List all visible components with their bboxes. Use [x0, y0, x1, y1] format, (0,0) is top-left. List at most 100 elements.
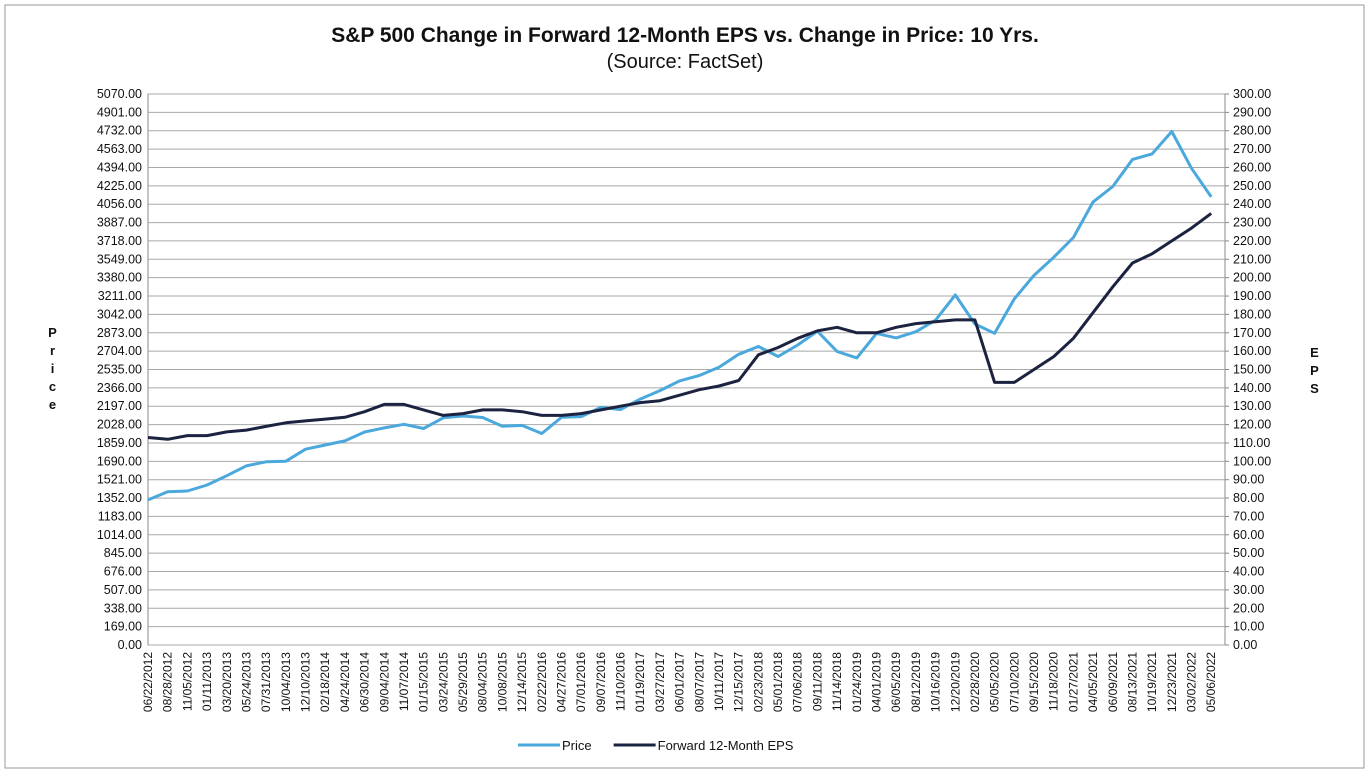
x-tick-label: 05/29/2015 — [456, 652, 470, 712]
y-axis-title: Price — [45, 325, 60, 415]
x-tick-label: 06/01/2017 — [673, 652, 687, 712]
y2-tick-label: 180.00 — [1233, 307, 1271, 321]
y2-tick-label: 290.00 — [1233, 105, 1271, 119]
x-tick-label: 04/05/2021 — [1086, 652, 1100, 712]
x-tick-label: 02/22/2016 — [535, 652, 549, 712]
x-tick-label: 01/15/2015 — [417, 652, 431, 712]
y2-tick-label: 250.00 — [1233, 179, 1271, 193]
x-tick-label: 07/10/2020 — [1007, 652, 1021, 712]
y2-tick-label: 200.00 — [1233, 271, 1271, 285]
x-tick-label: 06/22/2012 — [141, 652, 155, 712]
y2-tick-label: 40.00 — [1233, 565, 1264, 579]
x-tick-label: 07/31/2013 — [259, 652, 273, 712]
y-tick-label: 0.00 — [118, 638, 142, 652]
x-tick-label: 10/19/2021 — [1145, 652, 1159, 712]
y-tick-label: 4225.00 — [97, 179, 142, 193]
y2-tick-label: 60.00 — [1233, 528, 1264, 542]
x-tick-label: 02/18/2014 — [318, 652, 332, 712]
y-tick-label: 2704.00 — [97, 344, 142, 358]
x-tick-label: 08/28/2012 — [161, 652, 175, 712]
x-tick-label: 09/07/2016 — [594, 652, 608, 712]
y2-tick-label: 190.00 — [1233, 289, 1271, 303]
y-tick-label: 4394.00 — [97, 160, 142, 174]
x-tick-label: 01/11/2013 — [200, 652, 214, 711]
x-tick-label: 03/27/2017 — [653, 652, 667, 712]
x-tick-label: 04/01/2019 — [870, 652, 884, 712]
x-tick-label: 08/04/2015 — [476, 652, 490, 712]
y2-tick-label: 240.00 — [1233, 197, 1271, 211]
y2-tick-label: 230.00 — [1233, 216, 1271, 230]
y2-tick-label: 70.00 — [1233, 509, 1264, 523]
y-tick-label: 1014.00 — [97, 528, 142, 542]
x-tick-label: 02/28/2020 — [968, 652, 982, 712]
y-tick-label: 1352.00 — [97, 491, 142, 505]
x-tick-label: 03/02/2022 — [1185, 652, 1199, 712]
y-tick-label: 1183.00 — [98, 509, 142, 523]
y-tick-label: 2366.00 — [97, 381, 142, 395]
y2-tick-label: 100.00 — [1233, 454, 1271, 468]
y-tick-label: 3380.00 — [97, 271, 142, 285]
y-tick-label: 2535.00 — [97, 363, 142, 377]
x-tick-label: 12/15/2017 — [732, 652, 746, 712]
x-tick-label: 08/07/2017 — [692, 652, 706, 712]
y-tick-label: 3211.00 — [98, 289, 142, 303]
y2-tick-label: 270.00 — [1233, 142, 1271, 156]
y2-tick-label: 50.00 — [1233, 546, 1264, 560]
x-tick-label: 10/04/2013 — [279, 652, 293, 712]
y-tick-label: 2197.00 — [97, 399, 142, 413]
y2-tick-label: 170.00 — [1233, 326, 1271, 340]
y-tick-label: 1859.00 — [97, 436, 142, 450]
x-tick-label: 06/30/2014 — [358, 652, 372, 712]
y-tick-label: 4732.00 — [97, 124, 142, 138]
x-tick-label: 01/19/2017 — [633, 652, 647, 712]
y2-tick-label: 280.00 — [1233, 124, 1271, 138]
x-tick-label: 05/06/2022 — [1204, 652, 1218, 712]
x-tick-label: 01/27/2021 — [1066, 652, 1080, 712]
y-tick-label: 5070.00 — [97, 87, 142, 101]
x-tick-label: 02/23/2018 — [751, 652, 765, 712]
y-tick-label: 845.00 — [104, 546, 142, 560]
y2-tick-label: 150.00 — [1233, 363, 1271, 377]
y-tick-label: 2873.00 — [97, 326, 142, 340]
y-tick-label: 1690.00 — [97, 454, 142, 468]
x-tick-label: 01/24/2019 — [850, 652, 864, 712]
x-tick-label: 03/20/2013 — [220, 652, 234, 712]
y-tick-label: 4901.00 — [97, 105, 142, 119]
y2-tick-label: 0.00 — [1233, 638, 1257, 652]
y2-tick-label: 120.00 — [1233, 418, 1271, 432]
x-tick-label: 05/05/2020 — [988, 652, 1002, 712]
x-tick-label: 09/04/2014 — [377, 652, 391, 712]
y2-tick-label: 110.00 — [1233, 436, 1270, 450]
y-tick-label: 3718.00 — [97, 234, 142, 248]
x-tick-label: 05/01/2018 — [771, 652, 785, 712]
y2-tick-label: 300.00 — [1233, 87, 1271, 101]
chart-title: S&P 500 Change in Forward 12-Month EPS v… — [331, 24, 1039, 47]
y-tick-label: 4563.00 — [97, 142, 142, 156]
y2-tick-label: 260.00 — [1233, 160, 1271, 174]
x-tick-label: 12/10/2013 — [299, 652, 313, 712]
x-tick-label: 11/07/2014 — [397, 652, 411, 711]
y-tick-label: 2028.00 — [97, 418, 142, 432]
x-tick-label: 06/09/2021 — [1106, 652, 1120, 712]
x-tick-label: 04/27/2016 — [554, 652, 568, 712]
x-tick-label: 10/11/2017 — [712, 652, 726, 711]
y-tick-label: 676.00 — [104, 565, 142, 579]
y2-tick-label: 140.00 — [1233, 381, 1271, 395]
x-tick-label: 10/08/2015 — [495, 652, 509, 712]
y-tick-label: 4056.00 — [97, 197, 142, 211]
series-line — [147, 130, 1213, 502]
y2-tick-label: 10.00 — [1233, 620, 1264, 634]
y2-tick-label: 80.00 — [1233, 491, 1264, 505]
y-tick-label: 3549.00 — [97, 252, 142, 266]
x-tick-label: 10/16/2019 — [929, 652, 943, 712]
x-tick-label: 07/01/2016 — [574, 652, 588, 712]
y2-tick-label: 20.00 — [1233, 601, 1264, 615]
legend-label: Price — [562, 738, 592, 753]
y2-tick-label: 210.00 — [1233, 252, 1271, 266]
x-tick-label: 05/24/2013 — [239, 652, 253, 712]
x-tick-label: 06/05/2019 — [889, 652, 903, 712]
x-tick-label: 09/11/2018 — [810, 652, 824, 711]
x-tick-label: 11/14/2018 — [830, 652, 844, 711]
x-tick-label: 12/23/2021 — [1165, 652, 1179, 712]
